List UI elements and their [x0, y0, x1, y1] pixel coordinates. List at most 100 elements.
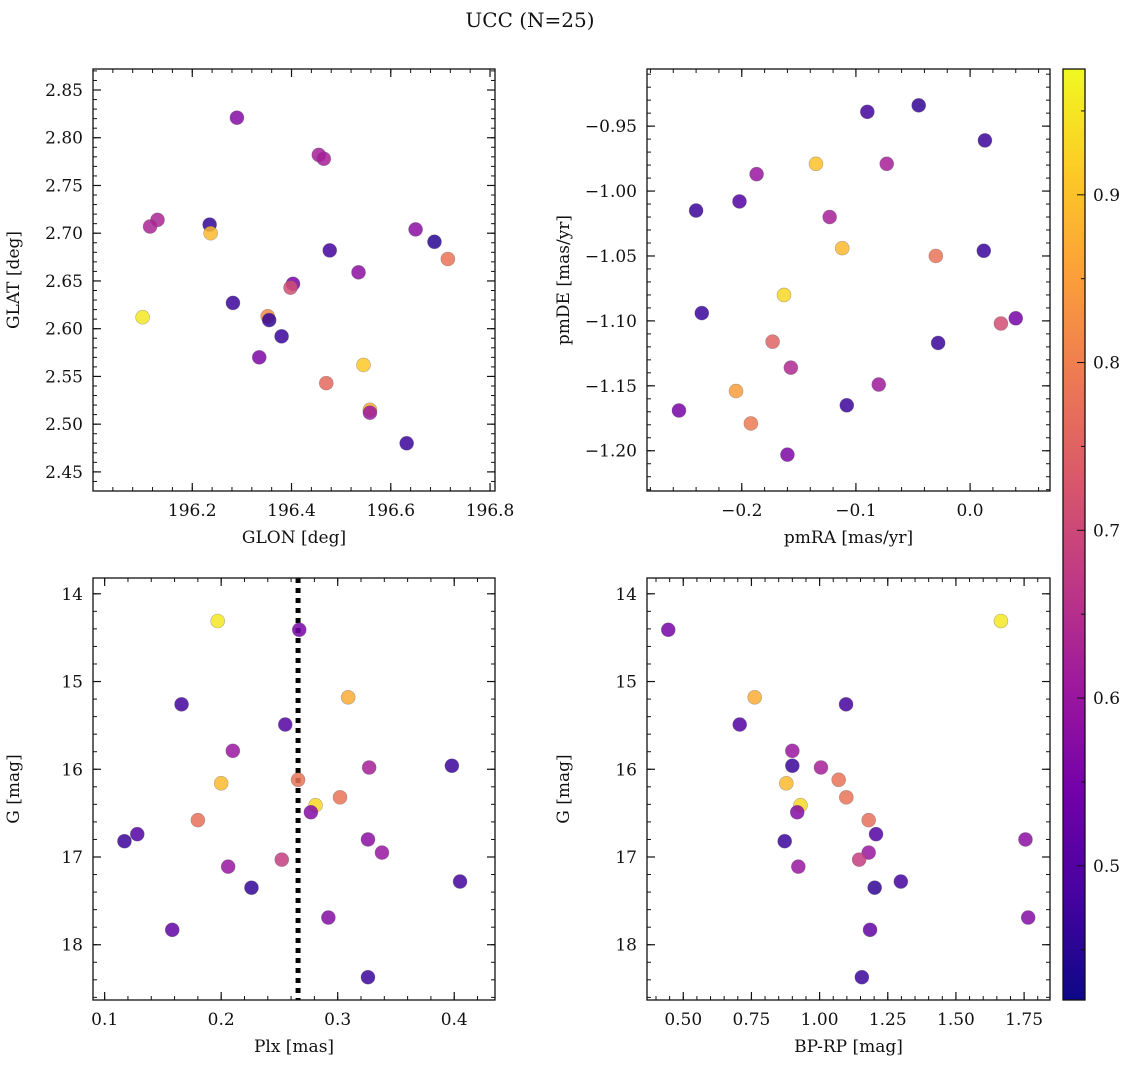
y-tick-label: 14: [61, 585, 83, 605]
scatter-point: [993, 316, 1009, 331]
axes-frame: [92, 68, 496, 492]
y-tick-label: 2.60: [45, 320, 83, 340]
scatter-point: [834, 240, 850, 256]
y-tick-label: 2.50: [45, 415, 83, 435]
scatter-point: [374, 845, 390, 860]
scatter-point: [813, 760, 829, 775]
scatter-point: [229, 110, 245, 125]
scatter-point: [408, 222, 423, 237]
scatter-point: [785, 758, 800, 774]
colorbar-tick-label: 0.7: [1093, 521, 1120, 541]
scatter-point: [318, 375, 334, 391]
scatter-point: [213, 775, 229, 791]
y-tick-label: 15: [61, 673, 83, 693]
scatter-point: [444, 758, 460, 774]
x-tick-label: 0.50: [664, 1010, 702, 1030]
scatter-point: [747, 690, 763, 705]
scatter-point: [190, 812, 206, 828]
data-layer: [135, 110, 456, 451]
y-tick-label: −1.15: [585, 377, 637, 397]
scatter-point: [283, 280, 298, 295]
colorbar: 0.5 0.6 0.7 0.8 0.9: [1062, 68, 1120, 1001]
scatter-point: [440, 251, 456, 267]
scatter-point: [261, 312, 277, 328]
scatter-point: [210, 613, 225, 629]
x-tick-label: 196.6: [366, 501, 415, 521]
minor-ticks: [647, 69, 1050, 491]
scatter-point: [1018, 832, 1033, 847]
scatter-point: [174, 697, 189, 712]
y-tick-label: −0.95: [585, 117, 637, 137]
x-tick-label: 0.2: [208, 1010, 235, 1030]
panel-4: 0.50 0.75 1.00 1.25 1.50 1.75 14 15 16 17 18 BP-RP …: [554, 577, 1051, 1057]
scatter-point: [868, 826, 884, 842]
scatter-point: [244, 880, 259, 896]
scatter-point: [839, 790, 854, 805]
x-axis-label: pmRA [mas/yr]: [784, 528, 913, 548]
scatter-point: [135, 309, 150, 325]
scatter-point: [694, 305, 710, 321]
x-tick-label: 1.25: [869, 1010, 907, 1030]
y-axis-label: G [mag]: [4, 754, 24, 823]
x-tick-label: 0.4: [441, 1010, 468, 1030]
scatter-point: [290, 772, 306, 788]
data-layer: [117, 578, 468, 1000]
y-tick-label: 18: [61, 936, 83, 956]
scatter-point: [776, 287, 792, 303]
y-tick-label: −1.20: [585, 442, 637, 462]
figure-title: UCC (N=25): [465, 8, 594, 32]
scatter-point: [862, 922, 878, 938]
y-tick-label: 2.45: [45, 463, 83, 483]
scatter-point: [783, 360, 799, 375]
scatter-point: [321, 910, 336, 925]
scatter-point: [930, 335, 946, 351]
scatter-point: [688, 203, 704, 218]
scatter-point: [452, 874, 468, 889]
scatter-point: [976, 243, 992, 259]
panel-3: 0.1 0.2 0.3 0.4 14 15 16 17 18 Plx [mas] G [mag]: [4, 577, 496, 1057]
scatter-point: [671, 403, 687, 418]
colorbar-gradient: [1062, 68, 1086, 1001]
scatter-point: [993, 613, 1009, 629]
scatter-point: [854, 969, 870, 985]
x-tick-label: 0.0: [957, 501, 984, 521]
scatter-point: [743, 416, 759, 431]
scatter-point: [129, 826, 145, 842]
y-tick-label: 15: [615, 673, 637, 693]
scatter-point: [728, 383, 744, 399]
x-tick-label: −0.1: [835, 501, 876, 521]
data-layer: [671, 98, 1024, 462]
scatter-point: [427, 234, 442, 250]
scatter-point: [871, 377, 887, 392]
scatter-point: [749, 166, 764, 182]
minor-ticks: [93, 578, 495, 1000]
colorbar-tick-label: 0.9: [1093, 186, 1120, 206]
scatter-point: [251, 350, 267, 365]
panel-1: 196.2 196.4 196.6 196.8 2.45 2.50 2.55 2.60 2.65…: [4, 68, 514, 548]
scatter-point: [164, 922, 180, 938]
y-tick-label: 18: [615, 936, 637, 956]
x-axis-label: Plx [mas]: [254, 1037, 334, 1057]
y-tick-label: 2.70: [45, 224, 83, 244]
x-axis-label: BP-RP [mag]: [794, 1037, 903, 1057]
colorbar-tick-label: 0.5: [1093, 857, 1120, 877]
scatter-point: [732, 717, 748, 732]
y-tick-label: 2.85: [45, 81, 83, 101]
y-tick-label: 17: [615, 848, 637, 868]
scatter-point: [316, 151, 332, 167]
x-axis-label: GLON [deg]: [242, 528, 346, 548]
scatter-point: [779, 775, 794, 791]
x-tick-label: 0.1: [91, 1010, 118, 1030]
y-tick-label: 2.65: [45, 272, 83, 292]
x-tick-label: 1.50: [937, 1010, 975, 1030]
y-tick-label: −1.05: [585, 247, 637, 267]
minor-ticks: [647, 578, 1050, 1000]
scatter-point: [203, 225, 218, 241]
scatter-point: [291, 622, 307, 638]
scatter-point: [225, 743, 241, 759]
scatter-point: [1020, 910, 1036, 925]
scatter-point: [361, 760, 377, 775]
colorbar-tick-label: 0.8: [1093, 354, 1120, 374]
y-tick-label: 17: [61, 848, 83, 868]
scatter-point: [732, 194, 747, 209]
